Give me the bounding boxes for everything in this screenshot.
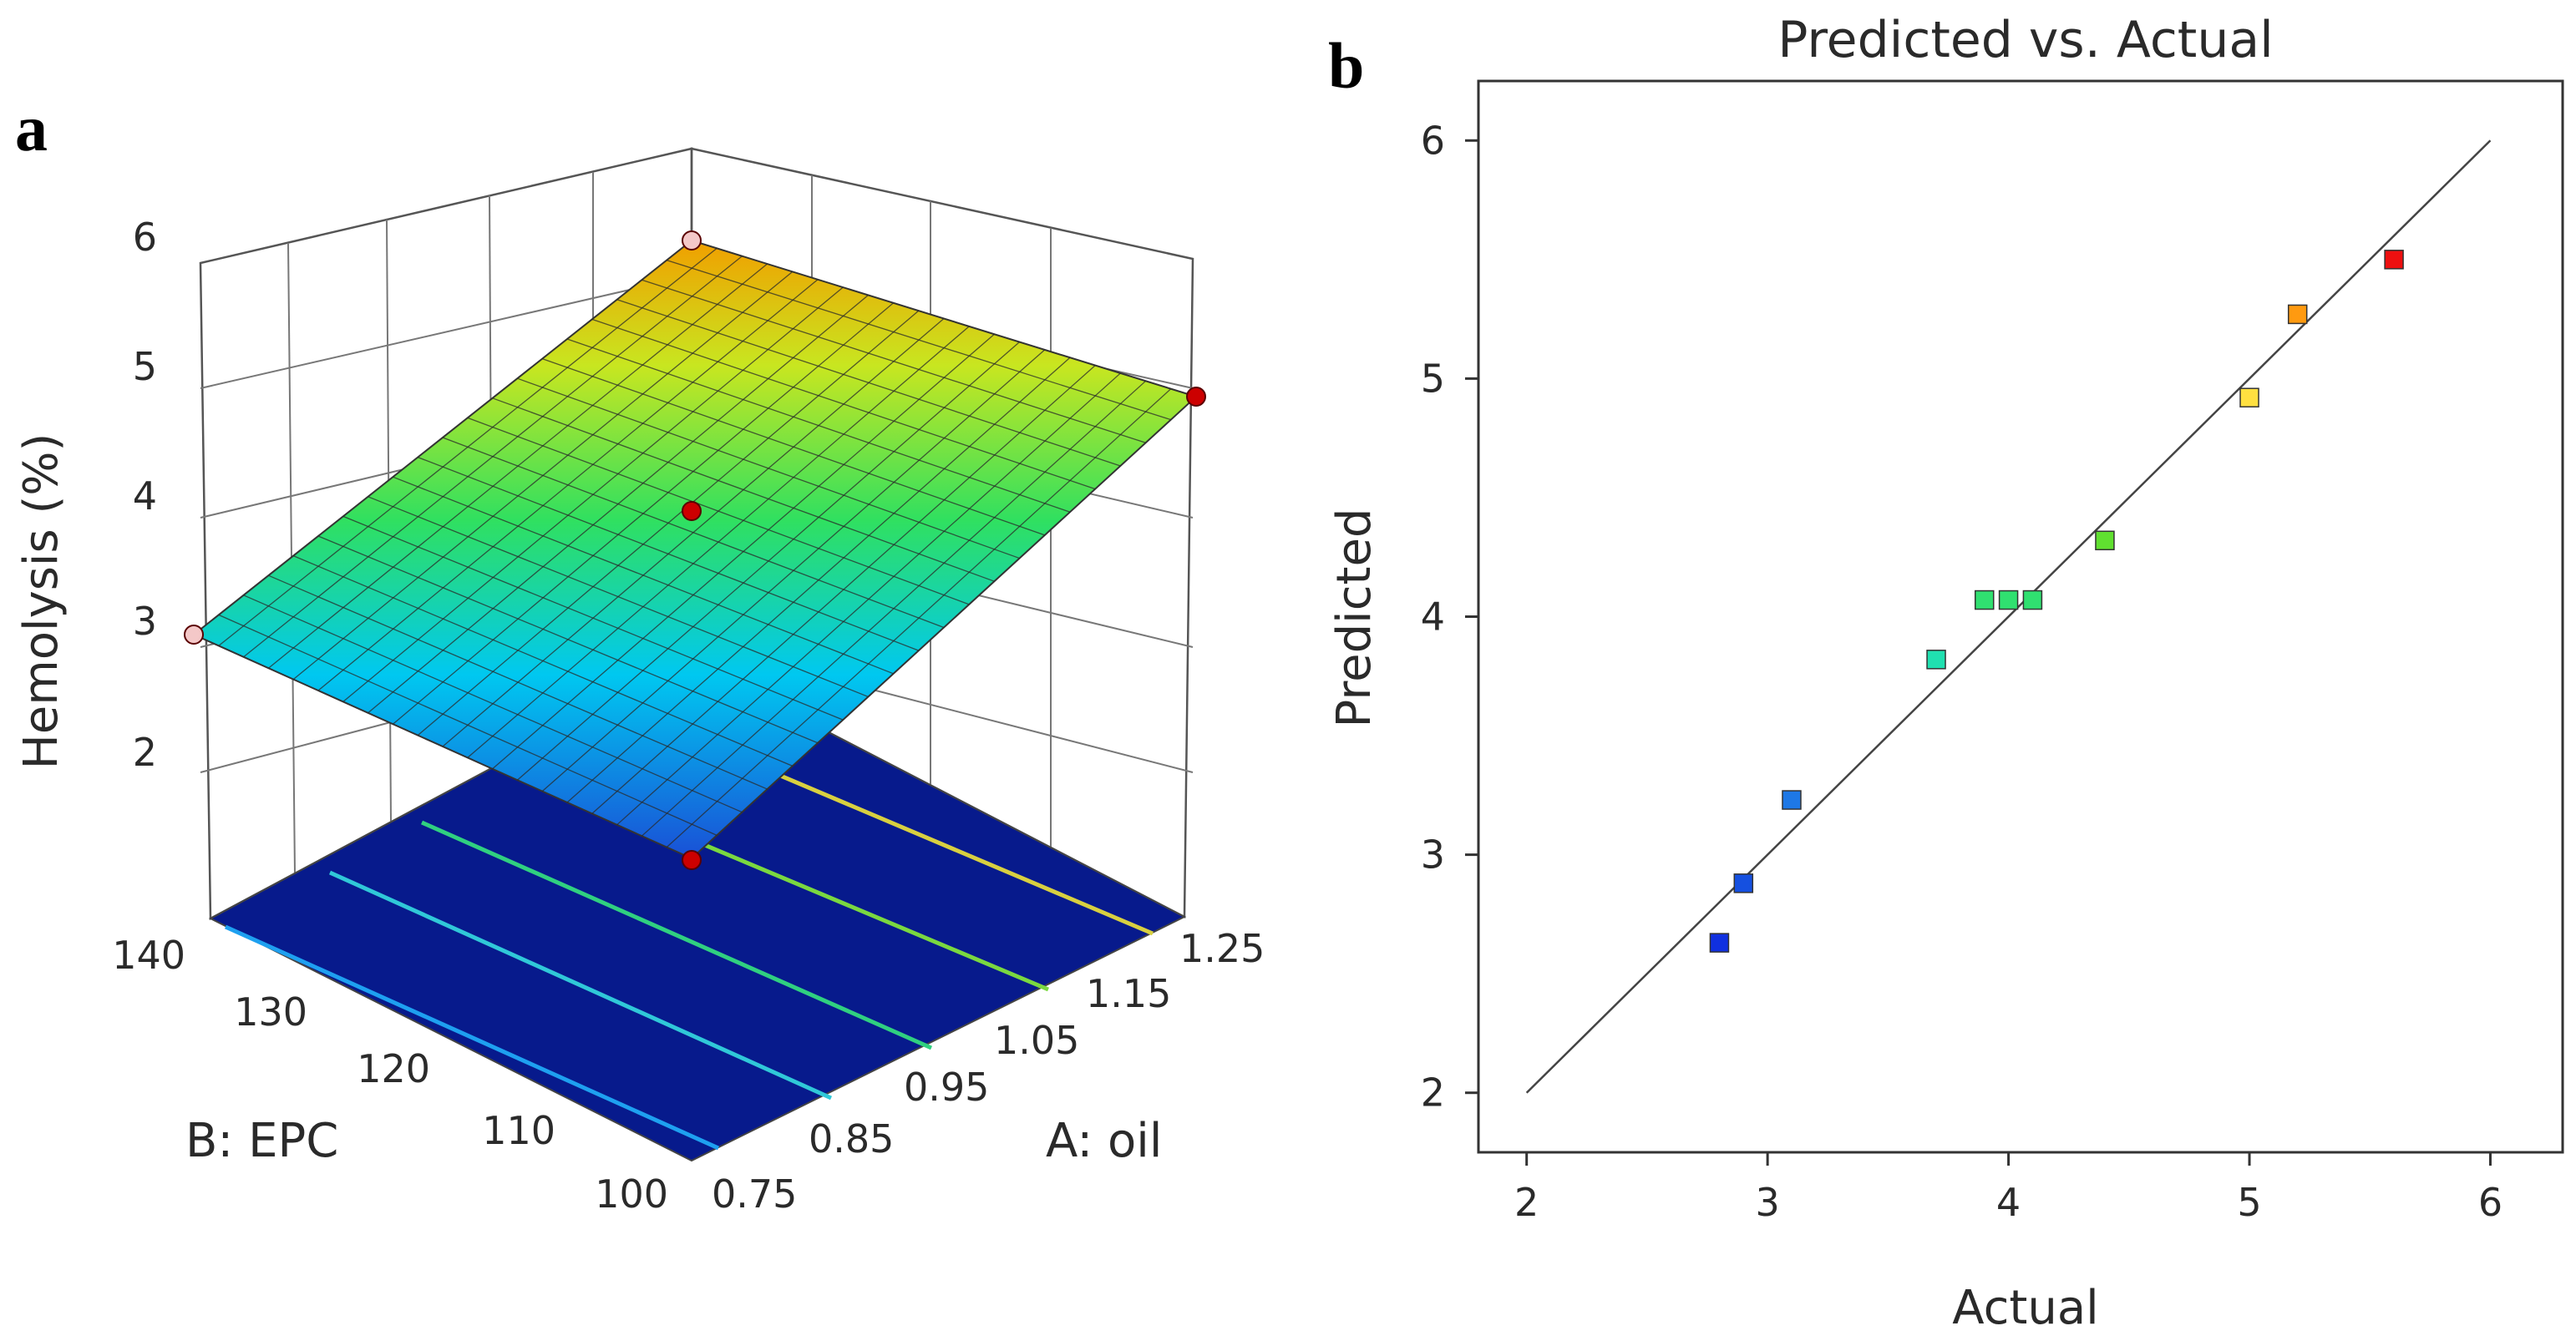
x-tick-label: 2 (1514, 1180, 1539, 1225)
y-tick-label: 5 (1421, 356, 1445, 401)
mesh-line (541, 349, 1046, 792)
data-point (1733, 873, 1754, 893)
data-point (2384, 250, 2404, 270)
panel-a-surface-plot: a (14, 92, 1265, 1217)
reference-line (1525, 139, 2492, 1094)
panel-a-letter: a (15, 92, 48, 164)
oil-tick-label: 1.05 (994, 1018, 1079, 1063)
y-axis-label: Predicted (1327, 509, 1382, 728)
mesh-line (492, 333, 995, 770)
mesh-line (667, 259, 1171, 421)
data-point (1782, 790, 1802, 810)
x-axis-label: Actual (1952, 1281, 2098, 1335)
data-point (1974, 590, 1995, 610)
oil-axis: 0.75 0.85 0.95 1.05 1.15 1.25 A: oil (712, 926, 1265, 1217)
data-point (2287, 304, 2308, 325)
x-tick-label: 3 (1755, 1180, 1779, 1225)
design-point (682, 230, 702, 250)
data-point (1926, 650, 1946, 670)
data-point (1998, 590, 2019, 610)
mesh-line (616, 299, 1121, 467)
epc-tick-label: 120 (357, 1046, 430, 1091)
oil-tick-label: 0.75 (712, 1171, 797, 1217)
contour-line (328, 870, 833, 1101)
axis-ticks: 2 3 4 5 6 2 3 4 5 6 (1421, 118, 2502, 1225)
mesh-line (541, 357, 1046, 536)
z-tick-label: 4 (133, 473, 157, 519)
design-point (682, 850, 702, 870)
x-tick-label: 6 (2478, 1180, 2502, 1225)
epc-axis: 100 110 120 130 140 B: EPC (112, 933, 668, 1217)
mesh-line (666, 388, 1172, 848)
contour-line (224, 924, 720, 1151)
panel-b-scatter: b Predicted vs. Actual 2 3 4 5 6 2 3 4 5 6 Actual… (1327, 11, 2564, 1335)
oil-axis-label: A: oil (1046, 1114, 1162, 1168)
x-tick-label: 5 (2237, 1180, 2261, 1225)
epc-tick-label: 110 (482, 1108, 555, 1153)
mesh-line (641, 380, 1147, 837)
contour-line (420, 820, 933, 1050)
x-tick-label: 4 (1996, 1180, 2021, 1225)
data-points (1709, 250, 2404, 953)
data-point (2095, 530, 2115, 551)
mesh-line (516, 342, 1021, 781)
mesh-line (591, 318, 1096, 490)
y-tick-label: 3 (1421, 832, 1445, 878)
z-tick-label: 2 (133, 730, 157, 775)
mesh-line (442, 437, 945, 629)
data-point (1709, 933, 1730, 953)
epc-tick-label: 140 (112, 933, 185, 978)
panel-b-letter: b (1328, 29, 1364, 102)
design-point (682, 501, 702, 521)
chart-title: Predicted vs. Actual (1777, 11, 2274, 69)
mesh-line (616, 372, 1121, 826)
oil-tick-label: 0.85 (809, 1116, 894, 1161)
z-tick-label: 3 (133, 599, 157, 644)
z-axis-label: Hemolysis (%) (14, 433, 68, 770)
oil-tick-label: 0.95 (904, 1065, 989, 1110)
mesh-line (492, 397, 995, 582)
z-tick-label: 5 (133, 344, 157, 389)
mesh-line (517, 377, 1020, 559)
mesh-line (467, 417, 970, 605)
design-point (1186, 387, 1206, 407)
epc-axis-label: B: EPC (185, 1114, 338, 1168)
epc-tick-label: 100 (595, 1171, 668, 1217)
design-point (184, 625, 204, 645)
epc-tick-label: 130 (234, 989, 307, 1035)
response-surface (192, 239, 1198, 860)
plot-frame (1477, 79, 2564, 1154)
y-tick-label: 4 (1421, 595, 1445, 640)
z-axis: 2 3 4 5 6 Hemolysis (%) (14, 215, 157, 775)
data-point (2239, 387, 2259, 407)
oil-tick-label: 1.15 (1086, 971, 1171, 1016)
mesh-line (467, 326, 970, 758)
y-tick-label: 6 (1421, 118, 1445, 163)
mesh-line (641, 279, 1146, 443)
data-point (2022, 590, 2043, 610)
design-points (184, 230, 1206, 870)
y-tick-label: 2 (1421, 1070, 1445, 1116)
mesh-line (566, 357, 1071, 803)
z-tick-label: 6 (133, 215, 157, 260)
oil-tick-label: 1.25 (1179, 926, 1265, 971)
mesh-line (566, 338, 1071, 513)
mesh-line (591, 365, 1096, 814)
